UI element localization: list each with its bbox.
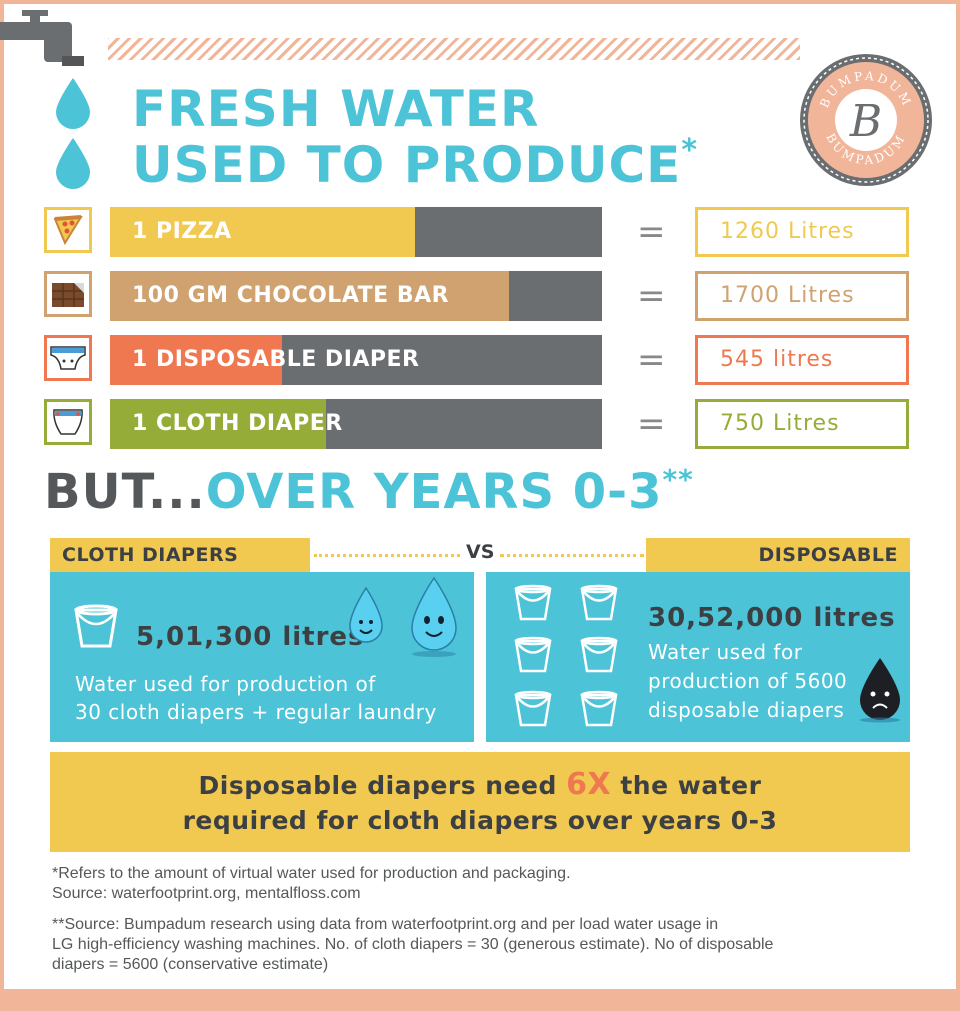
disposable-desc-line-2: production of 5600 (648, 669, 848, 693)
bottom-strip (0, 989, 960, 1011)
equals-sign: = (637, 340, 666, 380)
bucket-icon (580, 690, 618, 727)
vs-label: VS (466, 541, 495, 563)
bar-label: 1 CLOTH DIAPER (132, 411, 343, 436)
cloth-diaper-icon (53, 409, 83, 435)
bar-label: 100 GM CHOCOLATE BAR (132, 283, 450, 308)
bar-fill (110, 207, 416, 257)
dotted-divider-right (500, 554, 644, 557)
bar-3: 1 CLOTH DIAPER (110, 399, 602, 449)
disposable-panel (486, 572, 910, 742)
cloth-description: Water used for production of 30 cloth dia… (75, 670, 437, 726)
disposable-icon-frame (44, 335, 92, 381)
disposable-desc-line-3: disposable diapers (648, 698, 845, 722)
happy-drop-icon (349, 576, 457, 657)
chocolate-icon-frame (44, 271, 92, 317)
hatch-band (108, 38, 800, 60)
pizza-icon-frame (44, 207, 92, 253)
footnote-1: *Refers to the amount of virtual water u… (52, 864, 571, 904)
chocolate-bar-icon (52, 283, 84, 307)
footnote-2-line-2: LG high-efficiency washing machines. No.… (52, 936, 774, 953)
summary-line-1: Disposable diapers need 6X the water (50, 767, 910, 803)
value-label: 750 Litres (695, 399, 909, 449)
bar-2: 1 DISPOSABLE DIAPER (110, 335, 602, 385)
cloth-header: CLOTH DIAPERS (50, 538, 310, 572)
footnote-2-line-3: diapers = 5600 (conservative estimate) (52, 956, 329, 973)
footnote-2-line-1: **Source: Bumpadum research using data f… (52, 916, 719, 933)
faucet-icon (0, 10, 84, 66)
pizza-icon (53, 215, 83, 246)
bucket-icon (514, 584, 552, 621)
footnote-1-line-1: *Refers to the amount of virtual water u… (52, 865, 571, 882)
bucket-grid (514, 584, 618, 727)
section-heading: BUT...OVER YEARS 0-3** (44, 466, 694, 517)
bucket-icon (514, 636, 552, 673)
cloth-icon-frame (44, 399, 92, 445)
bucket-icon (74, 604, 118, 648)
bumpadum-logo: BUMPADUM BUMPADUM B (800, 54, 932, 186)
equals-sign: = (637, 212, 666, 252)
bucket-icon (514, 690, 552, 727)
title-line-2: USED TO PRODUCE* (132, 133, 699, 194)
disposable-amount: 30,52,000 litres (648, 603, 896, 633)
heading-but: BUT... (44, 464, 206, 520)
summary-line-2: required for cloth diapers over years 0-… (182, 806, 778, 835)
disposable-diaper-icon (50, 346, 86, 370)
heading-years: OVER YEARS 0-3 (205, 464, 663, 520)
heading-footnote-mark: ** (662, 463, 694, 496)
bar-fill (110, 399, 327, 449)
equals-sign: = (637, 404, 666, 444)
value-label: 545 litres (695, 335, 909, 385)
bucket-icon (580, 584, 618, 621)
logo-letter: B (849, 96, 882, 147)
cloth-desc-line-1: Water used for production of (75, 672, 376, 696)
disposable-header: DISPOSABLE DIAPERS (646, 538, 910, 600)
bar-label: 1 PIZZA (132, 219, 232, 244)
bucket-icon (580, 636, 618, 673)
bar-fill (110, 335, 283, 385)
value-label: 1260 Litres (695, 207, 909, 257)
summary-highlight: 6X (566, 767, 612, 802)
water-drop-icon (56, 138, 90, 189)
value-label: 1700 Litres (695, 271, 909, 321)
cloth-desc-line-2: 30 cloth diapers + regular laundry (75, 700, 437, 724)
sad-drop-icon (860, 658, 900, 723)
title-line-1: FRESH WATER (132, 80, 540, 138)
bar-1: 100 GM CHOCOLATE BAR (110, 271, 602, 321)
bar-fill (110, 271, 509, 321)
bar-label: 1 DISPOSABLE DIAPER (132, 347, 420, 372)
bar-0: 1 PIZZA (110, 207, 602, 257)
equals-sign: = (637, 276, 666, 316)
title-footnote-mark: * (681, 133, 699, 168)
summary-post: the water (611, 771, 762, 800)
footnote-1-line-2: Source: waterfootprint.org, mentalfloss.… (52, 885, 361, 902)
summary-pre: Disposable diapers need (198, 771, 567, 800)
cloth-panel (50, 572, 474, 742)
disposable-desc-line-1: Water used for (648, 640, 803, 664)
footnote-2: **Source: Bumpadum research using data f… (52, 915, 773, 975)
summary-banner: Disposable diapers need 6X the water req… (50, 752, 910, 852)
water-drop-icon (56, 78, 90, 129)
dotted-divider-left (314, 554, 460, 557)
disposable-description: Water used for production of 5600 disposab… (648, 638, 847, 725)
cloth-amount: 5,01,300 litres (136, 622, 365, 652)
